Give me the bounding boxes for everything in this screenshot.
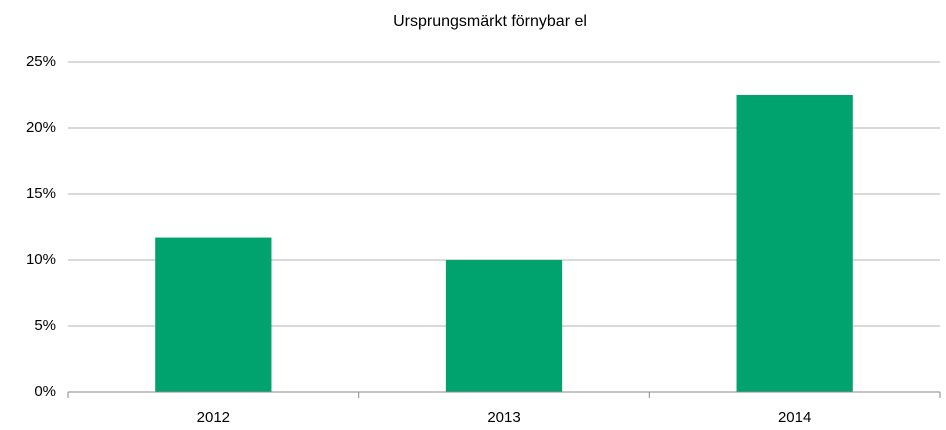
x-tick-label: 2012	[197, 409, 230, 426]
y-tick-label: 25%	[26, 53, 56, 70]
y-tick-label: 20%	[26, 119, 56, 136]
chart-title: Ursprungsmärkt förnybar el	[393, 13, 587, 30]
y-tick-label: 10%	[26, 251, 56, 268]
y-tick-label: 15%	[26, 185, 56, 202]
bar	[445, 260, 563, 392]
bar	[736, 95, 853, 392]
x-tick-label: 2014	[778, 409, 811, 426]
y-tick-label: 5%	[34, 317, 56, 334]
bar	[155, 237, 272, 392]
y-tick-label: 0%	[34, 383, 56, 400]
x-tick-label: 2013	[487, 409, 520, 426]
